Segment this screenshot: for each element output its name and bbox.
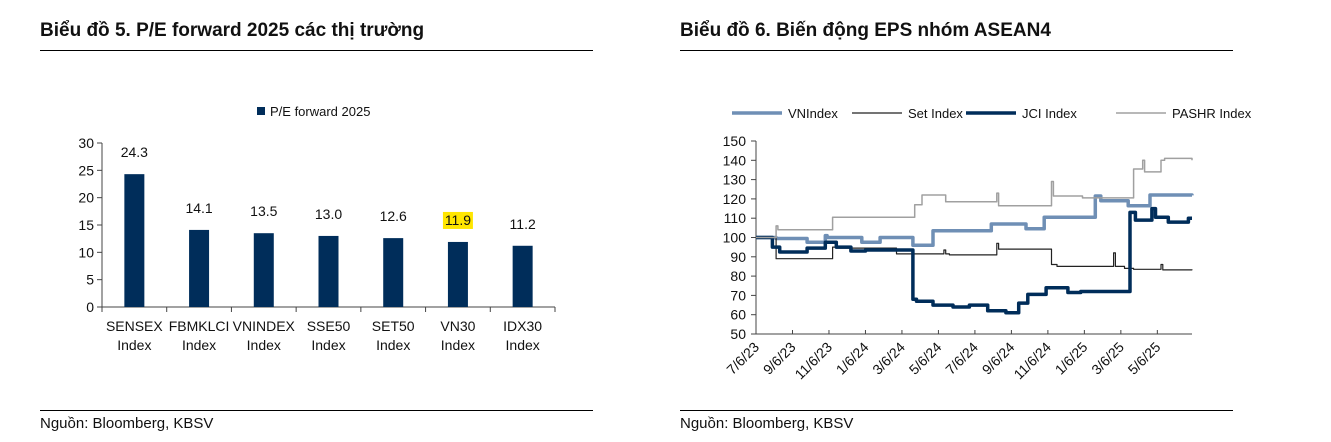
y-tick-label: 25 xyxy=(78,162,94,178)
category-label: VN30 xyxy=(440,318,475,334)
y-tick-label: 0 xyxy=(86,299,94,315)
x-tick-label: 3/6/24 xyxy=(869,339,908,378)
y-tick-label: 110 xyxy=(724,210,747,226)
y-tick-label: 60 xyxy=(730,307,746,323)
bar xyxy=(512,245,533,307)
legend-label: PASHR Index xyxy=(1172,106,1252,121)
data-label: 24.3 xyxy=(121,144,148,160)
category-label: Index xyxy=(247,337,281,353)
legend-label: JCI Index xyxy=(1022,106,1077,121)
y-tick-label: 30 xyxy=(78,135,94,151)
right-source: Nguồn: Bloomberg, KBSV xyxy=(680,415,854,432)
category-label: Index xyxy=(376,337,410,353)
category-label: Index xyxy=(311,337,345,353)
category-label: FBMKLCI xyxy=(169,318,230,334)
category-label: IDX30 xyxy=(503,318,542,334)
y-tick-label: 10 xyxy=(78,244,94,260)
y-tick-label: 15 xyxy=(78,217,94,233)
y-tick-label: 120 xyxy=(723,191,747,207)
left-title-rule xyxy=(40,50,593,51)
category-label: Index xyxy=(117,337,151,353)
data-label: 11.2 xyxy=(510,216,536,232)
y-tick-label: 5 xyxy=(86,272,94,288)
x-tick-label: 5/6/25 xyxy=(1125,339,1164,378)
category-label: Index xyxy=(506,337,540,353)
category-label: Index xyxy=(182,337,216,353)
x-tick-label: 1/6/24 xyxy=(833,339,872,378)
right-chart-title: Biểu đồ 6. Biến động EPS nhóm ASEAN4 xyxy=(680,20,1051,41)
x-tick-label: 11/6/24 xyxy=(1010,339,1054,383)
legend-label: VNIndex xyxy=(788,106,838,121)
series-line-jci-index xyxy=(756,206,1192,315)
legend-label: P/E forward 2025 xyxy=(270,104,370,119)
x-tick-label: 7/6/23 xyxy=(723,339,762,378)
y-tick-label: 100 xyxy=(723,230,747,246)
y-tick-label: 20 xyxy=(78,190,94,206)
left-chart-title: Biểu đồ 5. P/E forward 2025 các thị trườ… xyxy=(40,20,425,41)
bar xyxy=(318,235,339,307)
legend-label: Set Index xyxy=(908,106,963,121)
label-highlight xyxy=(442,211,473,229)
data-label: 13.0 xyxy=(315,206,342,222)
bar xyxy=(189,229,210,307)
y-tick-label: 50 xyxy=(730,326,746,342)
y-tick-label: 80 xyxy=(730,268,746,284)
legend-swatch xyxy=(257,107,265,115)
data-label: 11.9 xyxy=(445,212,471,228)
data-label: 14.1 xyxy=(185,200,212,216)
category-label: Index xyxy=(441,337,475,353)
category-label: SSE50 xyxy=(307,318,351,334)
category-label: SENSEX xyxy=(106,318,163,334)
x-tick-label: 5/6/24 xyxy=(906,339,945,378)
series-line-pashr-index xyxy=(756,157,1193,239)
bar xyxy=(124,174,145,307)
left-source: Nguồn: Bloomberg, KBSV xyxy=(40,415,214,432)
right-source-rule xyxy=(680,410,1233,411)
series-line-vnindex xyxy=(756,193,1194,247)
data-label: 13.5 xyxy=(250,203,277,219)
y-tick-label: 70 xyxy=(730,287,746,303)
y-tick-label: 150 xyxy=(723,133,747,149)
x-tick-label: 7/6/24 xyxy=(942,339,981,378)
x-tick-label: 3/6/25 xyxy=(1088,339,1127,378)
x-tick-label: 11/6/23 xyxy=(791,339,835,383)
data-label: 12.6 xyxy=(380,208,407,224)
y-tick-label: 90 xyxy=(730,249,746,265)
bar xyxy=(383,238,404,307)
bar xyxy=(447,241,468,307)
right-title-rule xyxy=(680,50,1233,51)
x-tick-label: 1/6/25 xyxy=(1052,339,1091,378)
y-tick-label: 130 xyxy=(723,172,747,188)
category-label: SET50 xyxy=(372,318,415,334)
category-label: VNINDEX xyxy=(233,318,296,334)
y-tick-label: 140 xyxy=(723,152,747,168)
left-source-rule xyxy=(40,410,593,411)
bar xyxy=(253,233,274,307)
